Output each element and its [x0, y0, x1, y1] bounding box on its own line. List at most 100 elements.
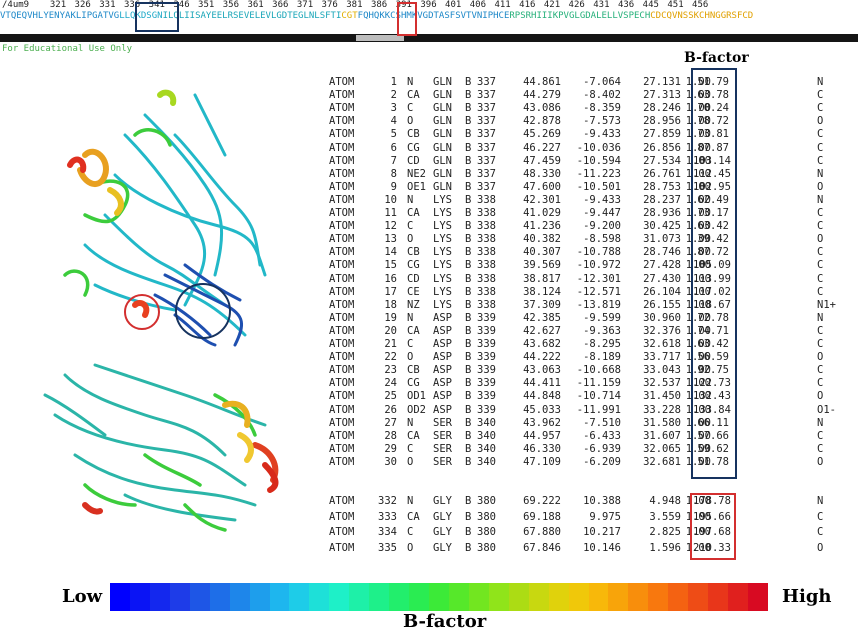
atom-row: ATOM 18 NZ LYS B 338 37.309 -13.819 26.155 1.00 11…	[329, 299, 849, 312]
scale-cell	[409, 583, 429, 611]
sequence-segment[interactable]: FQHQKKCSHMKVGDTASFSVTVNIPHCE	[357, 11, 510, 21]
atom-el: O	[817, 233, 824, 246]
atom-y: -12.571	[576, 285, 621, 298]
atom-y: -6.209	[583, 455, 621, 468]
atom-z: 33.043	[643, 364, 681, 377]
scale-cell	[528, 583, 549, 611]
atom-el: O1-	[817, 403, 836, 416]
atom-serial: 332	[378, 495, 397, 507]
atom-chain: B	[465, 76, 472, 88]
atom-seq: 339	[477, 324, 496, 337]
atom-seq: 337	[477, 180, 496, 193]
atom-name: OE1	[407, 180, 426, 193]
atom-name: N	[407, 495, 414, 507]
atom-row: ATOM 19 N ASP B 339 42.385 -9.599 30.960 1.00 72.7…	[329, 312, 849, 325]
sequence-segment[interactable]: VTQEQVHLYENYAKLIPGATVG	[0, 11, 120, 21]
atom-row: ATOM 28 CA SER B 340 44.957 -6.433 31.607 1.00 57.…	[329, 430, 849, 443]
scroll-thumb[interactable]	[356, 35, 404, 41]
atom-y: -8.295	[583, 338, 621, 350]
sequence-line[interactable]: VTQEQVHLYENYAKLIPGATVGLLQKDSGNILQLIISAYE…	[0, 11, 858, 22]
atom-bf: 87.72	[697, 246, 729, 259]
ruler-tick: 386	[370, 0, 388, 10]
atom-chain: B	[465, 285, 472, 298]
atom-el: O	[817, 541, 824, 554]
atom-bf: 112.45	[693, 167, 731, 180]
sequence-segment[interactable]: ILQLIISAYEELRSEVELEVLGDTEGLNLSFTI	[162, 11, 342, 21]
atom-rec: ATOM	[329, 246, 355, 259]
atom-rec: ATOM	[329, 193, 355, 206]
atom-serial: 334	[378, 526, 397, 538]
atom-rec: ATOM	[329, 390, 355, 403]
atom-rec: ATOM	[329, 298, 355, 311]
atom-z: 31.073	[643, 233, 681, 246]
atom-res: GLY	[433, 541, 452, 554]
atom-row: ATOM 2 CA GLN B 337 44.279 -8.402 27.313 1.00 63.7…	[329, 89, 849, 102]
atom-chain: B	[465, 495, 472, 507]
protein-ribbon-view[interactable]	[25, 75, 325, 545]
scale-title: B-factor	[403, 611, 487, 632]
atom-serial: 333	[378, 510, 397, 523]
atom-chain: B	[465, 364, 472, 377]
atom-name: NE2	[407, 167, 426, 180]
atom-el: C	[817, 220, 824, 233]
atom-y: -11.159	[576, 377, 621, 390]
sequence-segment[interactable]: RPSRHIIIKPVGLGDALELLVSPECH	[509, 11, 651, 21]
atom-el: C	[817, 510, 824, 523]
blue-bfactor-highlight	[691, 68, 737, 479]
atom-rec: ATOM	[329, 233, 355, 246]
sequence-segment[interactable]: CGT	[341, 11, 358, 21]
atom-x: 44.957	[523, 429, 561, 442]
atom-res: ASP	[433, 377, 452, 390]
atom-name: CG	[407, 259, 420, 272]
atom-bf: 72.78	[697, 311, 729, 324]
atom-y: -10.668	[576, 364, 621, 377]
atom-rec: ATOM	[329, 455, 355, 468]
scale-cell	[488, 583, 509, 611]
atom-row: ATOM 14 CB LYS B 338 40.307 -10.788 28.746 1.00 87…	[329, 246, 849, 259]
atom-y: -9.447	[583, 207, 621, 219]
atom-chain: B	[465, 141, 472, 154]
atom-name: O	[407, 455, 414, 468]
atom-serial: 17	[384, 285, 397, 298]
atom-row: ATOM 16 CD LYS B 338 38.817 -12.301 27.430 1.00 11…	[329, 273, 849, 286]
atom-rec: ATOM	[329, 207, 355, 219]
ruler-tick: 371	[296, 0, 314, 10]
atom-row: ATOM 332 N GLY B 380 69.222 10.388 4.948 1.00 178.…	[329, 495, 849, 508]
red-bfactor-highlight	[690, 493, 736, 560]
atom-rec: ATOM	[329, 510, 355, 523]
atom-serial: 3	[390, 102, 397, 115]
atom-serial: 14	[384, 246, 397, 259]
atom-rec: ATOM	[329, 76, 355, 88]
atom-serial: 25	[384, 390, 397, 403]
atom-y: -11.991	[576, 403, 621, 416]
core-ribbon	[153, 263, 244, 347]
atom-z: 33.228	[643, 403, 681, 416]
atom-y: -10.714	[576, 390, 621, 403]
atom-name: OD2	[407, 403, 426, 416]
atom-el: C	[817, 154, 824, 167]
atom-bf: 63.42	[697, 220, 729, 233]
atom-el: O	[817, 351, 824, 364]
atom-name: CA	[407, 89, 420, 102]
sequence-segment[interactable]: LLQKDSGN	[119, 11, 163, 21]
atom-y: -10.594	[576, 154, 621, 167]
atom-z: 31.607	[643, 429, 681, 442]
atom-rec: ATOM	[329, 403, 355, 416]
atom-chain: B	[465, 377, 472, 390]
atom-bf: 78.72	[697, 115, 729, 128]
atom-name: CE	[407, 285, 420, 298]
sequence-segment[interactable]: CDCQVNSSKCHNGGRSFCD	[650, 11, 754, 21]
atom-seq: 337	[477, 102, 496, 115]
atom-el: C	[817, 285, 824, 298]
atom-rec: ATOM	[329, 180, 355, 193]
sequence-scrollbar[interactable]	[0, 34, 858, 42]
ruler-tick: 391	[395, 0, 412, 10]
atom-seq: 338	[477, 246, 496, 259]
atom-serial: 26	[384, 403, 397, 416]
atom-bf: 103.14	[693, 154, 731, 167]
atom-rec: ATOM	[329, 272, 355, 285]
ruler-tick: 426	[568, 0, 585, 10]
atom-seq: 339	[477, 311, 496, 324]
atom-x: 45.033	[523, 403, 561, 416]
ruler-tick: 366	[272, 0, 289, 10]
